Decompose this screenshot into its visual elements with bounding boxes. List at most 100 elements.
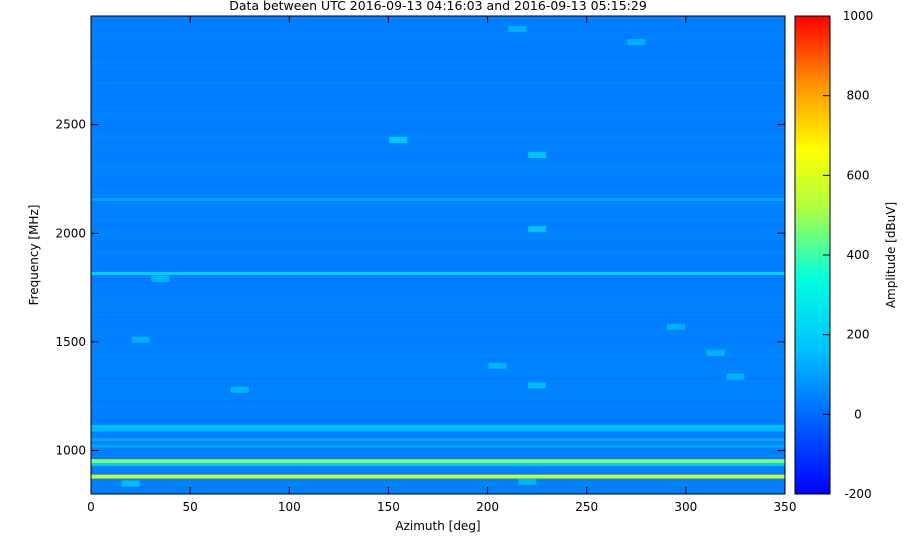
- noise-streak: [91, 482, 785, 484]
- noise-streak: [91, 260, 785, 262]
- noise-streak: [91, 384, 785, 386]
- noise-streak: [91, 486, 785, 488]
- noise-streak: [91, 214, 785, 216]
- noise-streak: [91, 140, 785, 142]
- noise-streak: [91, 294, 785, 296]
- noise-streak: [91, 342, 785, 344]
- noise-streak: [91, 172, 785, 174]
- noise-streak: [91, 316, 785, 318]
- hotspot-220-855: [518, 479, 537, 486]
- y-tick-label: 2000: [55, 226, 86, 240]
- colorbar-tick-label: 0: [854, 407, 862, 421]
- noise-streak: [91, 118, 785, 120]
- noise-streak: [91, 58, 785, 60]
- noise-streak: [91, 396, 785, 398]
- noise-streak: [91, 378, 785, 380]
- noise-streak: [91, 24, 785, 26]
- colorbar-ticks: -200 0 200 400 600 800 1000: [823, 9, 873, 501]
- noise-streak: [91, 50, 785, 52]
- colorbar-tick-label: -200: [844, 487, 871, 501]
- noise-streak: [91, 84, 785, 86]
- noise-streak: [91, 82, 785, 84]
- noise-streak: [91, 382, 785, 384]
- hotspot-225-2020: [528, 225, 547, 232]
- noise-streak: [91, 104, 785, 106]
- noise-streak: [91, 304, 785, 306]
- band-1095mhz: [91, 428, 785, 432]
- noise-streak: [91, 450, 785, 452]
- hotspots: [121, 26, 745, 487]
- noise-streak: [91, 492, 785, 494]
- noise-streak: [91, 270, 785, 272]
- noise-streak: [91, 470, 785, 472]
- colorbar-label: Amplitude [dBuV]: [884, 202, 898, 308]
- noise-streak: [91, 254, 785, 256]
- noise-streak: [91, 340, 785, 342]
- noise-streak: [91, 418, 785, 420]
- noise-streak: [91, 168, 785, 170]
- noise-streak: [91, 454, 785, 456]
- noise-streak: [91, 362, 785, 364]
- hotspot-35-1790: [151, 275, 170, 282]
- noise-streak: [91, 192, 785, 194]
- x-tick-label: 0: [87, 500, 95, 514]
- noise-streak: [91, 322, 785, 324]
- noise-streak: [91, 224, 785, 226]
- noise-streak: [91, 404, 785, 406]
- noise-streak: [91, 312, 785, 314]
- noise-streak: [91, 244, 785, 246]
- noise-streak: [91, 56, 785, 58]
- noise-streak: [91, 252, 785, 254]
- x-axis-label: Azimuth [deg]: [395, 519, 480, 533]
- noise-streak: [91, 44, 785, 46]
- noise-streak: [91, 148, 785, 150]
- hotspot-205-1390: [488, 362, 507, 369]
- noise-streak: [91, 164, 785, 166]
- noise-streak: [91, 28, 785, 30]
- noise-streak: [91, 390, 785, 392]
- band-1815mhz: [91, 271, 785, 275]
- noise-streak: [91, 374, 785, 376]
- noise-streak: [91, 210, 785, 212]
- plot-frame: [90, 15, 786, 495]
- colorbar-tick-label: 600: [847, 168, 870, 182]
- band-1020mhz: [91, 444, 785, 448]
- noise-streak: [91, 302, 785, 304]
- noise-streak: [91, 134, 785, 136]
- noise-streak: [91, 226, 785, 228]
- noise-streak: [91, 150, 785, 152]
- noise-streak: [91, 144, 785, 146]
- noise-streak: [91, 110, 785, 112]
- noise-streak: [91, 130, 785, 132]
- noise-streak: [91, 406, 785, 408]
- noise-streak: [91, 20, 785, 22]
- noise-streak: [91, 184, 785, 186]
- noise-streak: [91, 132, 785, 134]
- x-tick-label: 200: [476, 500, 499, 514]
- noise-streak: [91, 286, 785, 288]
- colorbar-tick-label: 800: [847, 89, 870, 103]
- noise-streak: [91, 416, 785, 418]
- noise-streak: [91, 220, 785, 222]
- hotspot-275-2880: [627, 39, 646, 46]
- noise-streak: [91, 490, 785, 492]
- noise-streak: [91, 186, 785, 188]
- noise-streak: [91, 280, 785, 282]
- hotspot-20-848: [121, 480, 140, 487]
- noise-streak: [91, 40, 785, 42]
- noise-streak: [91, 308, 785, 310]
- noise-streak: [91, 202, 785, 204]
- chart-title: Data between UTC 2016-09-13 04:16:03 and…: [229, 0, 647, 13]
- noise-streak: [91, 34, 785, 36]
- noise-streak: [91, 32, 785, 34]
- noise-streak: [91, 394, 785, 396]
- noise-streak: [91, 26, 785, 28]
- noise-streak: [91, 258, 785, 260]
- noise-streak: [91, 48, 785, 50]
- hotspot-295-1570: [666, 323, 685, 330]
- noise-streak: [91, 388, 785, 390]
- noise-streak: [91, 114, 785, 116]
- noise-streak: [91, 358, 785, 360]
- noise-streak: [91, 408, 785, 410]
- noise-streak: [91, 298, 785, 300]
